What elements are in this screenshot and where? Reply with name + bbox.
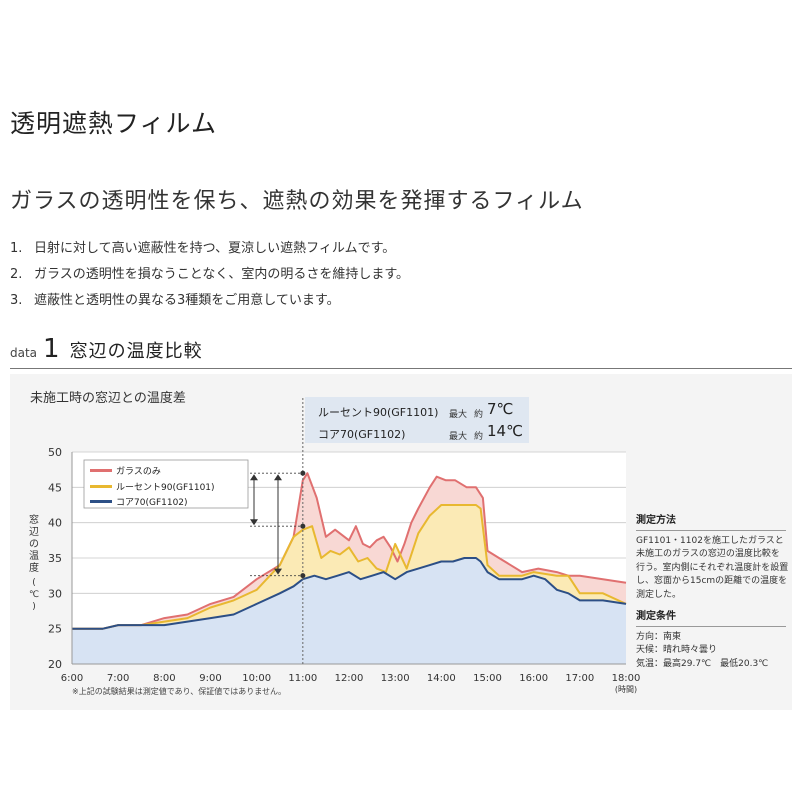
y-axis-label-char: の [29, 539, 39, 550]
section-data-word: data [10, 346, 38, 360]
x-tick-label: 6:00 [61, 673, 83, 684]
annotation-series-lucent: ルーセント90(GF1101) [318, 406, 439, 419]
page-title: 透明遮熱フィルム [10, 109, 218, 138]
x-tick-label: 9:00 [199, 673, 221, 684]
y-tick-label: 25 [48, 623, 62, 636]
y-axis-label-char: ) [32, 602, 36, 612]
x-tick-label: 15:00 [473, 673, 502, 684]
y-axis-label-char: 温 [29, 550, 39, 562]
x-tick-label: 8:00 [153, 673, 175, 684]
annotation-max-label: 最大 [449, 410, 468, 420]
x-axis-unit: (時間) [615, 685, 637, 694]
section-heading: data 1 窓辺の温度比較 [10, 334, 203, 364]
condition-line: 気温：最高29.7℃ 最低20.3℃ [636, 658, 769, 669]
feature-point-text: 日射に対して高い遮蔽性を持つ、夏涼しい遮熱フィルムです。 [34, 241, 396, 256]
marker-dot [300, 523, 306, 529]
y-tick-label: 20 [48, 658, 62, 671]
feature-point-2: 2. ガラスの透明性を損なうことなく、室内の明るさを維持します。 [10, 263, 409, 282]
measurement-notes: 測定方法 GF1101・1102を施工したガラスと 未施工のガラスの窓辺の温度比… [636, 514, 788, 671]
method-line: 未施工のガラスの窓辺の温度比較を [636, 549, 780, 559]
method-line: 測定した。 [636, 589, 682, 600]
feature-point-3: 3. 遮蔽性と透明性の異なる3種類をご用意しています。 [10, 289, 340, 308]
annotation-max-value: 7℃ [487, 400, 514, 418]
line-glass-only [72, 472, 627, 630]
condition-line: 方向：南東 [636, 631, 682, 642]
chart-title: 未施工時の窓辺との温度差 [30, 391, 186, 406]
y-tick-label: 45 [48, 481, 62, 494]
method-line: し、窓面から15cmの距離での温度を [636, 576, 788, 586]
annotation-box [305, 397, 529, 443]
legend-swatch-core [90, 500, 112, 503]
method-line: GF1101・1102を施工したガラスと [636, 535, 784, 546]
y-axis-label-char: 窓 [29, 513, 39, 526]
x-tick-label: 7:00 [107, 673, 129, 684]
annotation-approx-label: 約 [474, 410, 484, 420]
feature-point-number: 3. [10, 293, 23, 308]
arrowhead-up [250, 474, 258, 481]
area-core70 [72, 558, 626, 664]
x-tick-label: 16:00 [519, 673, 548, 684]
y-axis-label-char: 辺 [29, 526, 39, 538]
legend-label-glass: ガラスのみ [116, 467, 161, 477]
y-axis-label-char: ℃ [29, 590, 39, 600]
x-tick-label: 10:00 [242, 673, 271, 684]
feature-point-1: 1. 日射に対して高い遮蔽性を持つ、夏涼しい遮熱フィルムです。 [10, 237, 395, 256]
x-tick-label: 11:00 [288, 673, 317, 684]
x-tick-label: 17:00 [565, 673, 594, 684]
method-line: 行う。室内側にそれぞれ温度計を設置 [636, 562, 789, 573]
y-tick-label: 40 [48, 517, 62, 530]
x-tick-label: 12:00 [335, 673, 364, 684]
feature-point-number: 2. [10, 267, 23, 282]
legend-swatch-lucent [90, 485, 112, 488]
arrowhead-up [274, 474, 282, 481]
condition-line: 天候：晴れ時々曇り [636, 645, 718, 655]
annotation-series-core: コア70(GF1102) [318, 428, 406, 441]
x-tick-label: 18:00 [612, 673, 641, 684]
section-title: 窓辺の温度比較 [69, 341, 203, 362]
line-lucent90 [72, 504, 627, 630]
conditions-heading: 測定条件 [636, 610, 786, 627]
feature-point-number: 1. [10, 241, 23, 256]
page-subtitle: ガラスの透明性を保ち、遮熱の効果を発揮するフィルム [10, 189, 584, 214]
x-tick-label: 13:00 [381, 673, 410, 684]
y-tick-label: 30 [48, 587, 62, 600]
y-axis-label-char: 度 [29, 561, 39, 574]
line-core70 [72, 557, 627, 630]
x-tick-label: 14:00 [427, 673, 456, 684]
legend-label-lucent: ルーセント90(GF1101) [116, 483, 215, 493]
annotation-approx-label: 約 [474, 432, 484, 442]
annotation-max-value: 14℃ [487, 422, 523, 440]
legend-swatch-glass [90, 469, 112, 472]
arrowhead-down [250, 519, 258, 526]
arrowhead-down [274, 568, 282, 575]
annotation-max-label: 最大 [449, 432, 468, 442]
method-heading: 測定方法 [636, 514, 786, 531]
legend-label-core: コア70(GF1102) [116, 498, 188, 508]
disclaimer-note: ※上記の試験結果は測定値であり、保証値ではありません。 [72, 687, 287, 696]
feature-point-text: ガラスの透明性を損なうことなく、室内の明るさを維持します。 [34, 267, 410, 282]
section-number: 1 [43, 334, 60, 364]
y-axis-label-char: ( [32, 578, 36, 588]
marker-dot [300, 573, 306, 579]
feature-point-text: 遮蔽性と透明性の異なる3種類をご用意しています。 [34, 293, 340, 308]
marker-dot [300, 470, 306, 476]
section-divider [10, 368, 792, 369]
y-tick-label: 35 [48, 552, 62, 565]
y-tick-label: 50 [48, 446, 62, 459]
